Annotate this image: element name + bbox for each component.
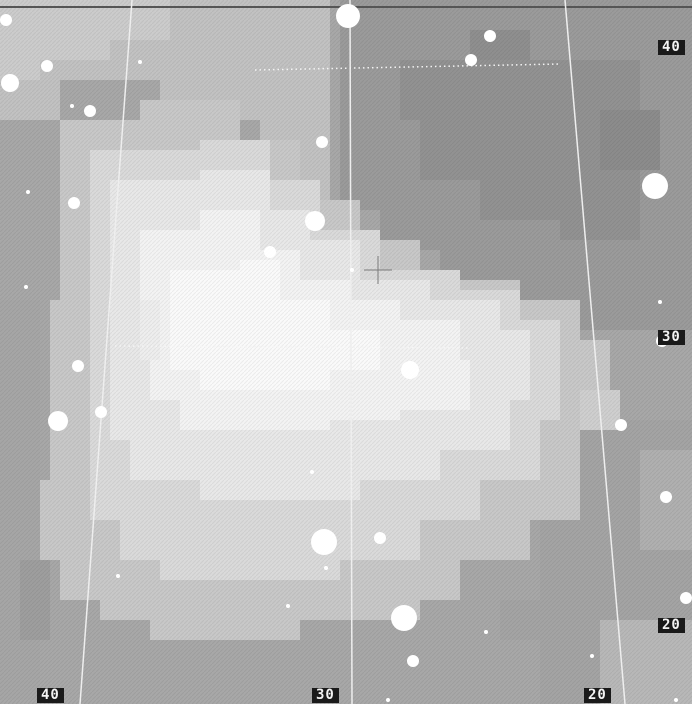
star [68, 197, 80, 209]
star [350, 268, 354, 272]
star [84, 105, 96, 117]
grid-line-ra-20 [564, 0, 626, 704]
x-axis-label-30: 30 [312, 688, 339, 703]
star [24, 285, 28, 289]
y-axis-label-20: 20 [658, 618, 685, 633]
star [386, 698, 390, 702]
star [116, 574, 120, 578]
star [26, 190, 30, 194]
grid-line-ra-40 [79, 0, 133, 704]
star [0, 14, 12, 26]
star [674, 698, 678, 702]
star [286, 604, 290, 608]
star [305, 211, 325, 231]
star [41, 60, 53, 72]
star [680, 592, 692, 604]
y-axis-label-30: 30 [658, 330, 685, 345]
star [658, 300, 662, 304]
star [138, 60, 142, 64]
star [95, 406, 107, 418]
star [70, 104, 74, 108]
star [391, 605, 417, 631]
star [407, 655, 419, 667]
stars [0, 4, 692, 702]
star [484, 30, 496, 42]
star [660, 491, 672, 503]
star [401, 361, 419, 379]
star [590, 654, 594, 658]
star [642, 173, 668, 199]
x-axis-label-20: 20 [584, 688, 611, 703]
star [72, 360, 84, 372]
star [316, 136, 328, 148]
star [336, 4, 360, 28]
grid-line-dec-30 [114, 345, 471, 349]
star [264, 246, 276, 258]
coordinate-grid [79, 0, 626, 704]
star [465, 54, 477, 66]
star [484, 630, 488, 634]
grid-line-ra-30 [349, 0, 353, 704]
star [374, 532, 386, 544]
star [615, 419, 627, 431]
x-axis-label-40: 40 [37, 688, 64, 703]
crosshair-icon [364, 256, 392, 284]
star [311, 529, 337, 555]
star [1, 74, 19, 92]
y-axis-label-40: 40 [658, 40, 685, 55]
grid-line-dec-40 [254, 63, 561, 71]
star [48, 411, 68, 431]
star [310, 470, 314, 474]
star [324, 566, 328, 570]
